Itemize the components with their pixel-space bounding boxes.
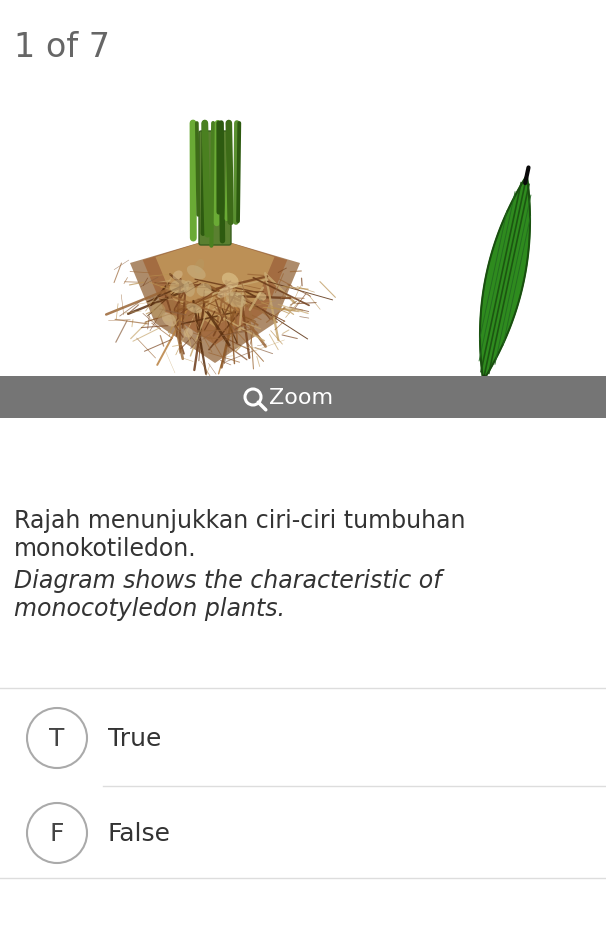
Ellipse shape bbox=[170, 280, 189, 294]
Ellipse shape bbox=[152, 303, 165, 319]
Polygon shape bbox=[130, 238, 300, 364]
Ellipse shape bbox=[187, 265, 205, 280]
Ellipse shape bbox=[162, 313, 176, 327]
Text: monocotyledon plants.: monocotyledon plants. bbox=[14, 597, 285, 620]
Circle shape bbox=[27, 708, 87, 768]
Ellipse shape bbox=[226, 292, 246, 308]
Polygon shape bbox=[480, 176, 530, 381]
Text: True: True bbox=[108, 727, 161, 750]
Circle shape bbox=[27, 803, 87, 863]
Ellipse shape bbox=[222, 273, 239, 289]
Ellipse shape bbox=[164, 316, 177, 322]
Ellipse shape bbox=[197, 284, 211, 297]
Text: F: F bbox=[50, 821, 64, 845]
Bar bbox=[0, 377, 606, 419]
Ellipse shape bbox=[187, 303, 202, 314]
Text: Diagram shows the characteristic of: Diagram shows the characteristic of bbox=[14, 568, 442, 592]
Text: Rajah menunjukkan ciri-ciri tumbuhan: Rajah menunjukkan ciri-ciri tumbuhan bbox=[14, 509, 465, 533]
Text: False: False bbox=[108, 821, 171, 845]
Polygon shape bbox=[156, 238, 275, 328]
FancyBboxPatch shape bbox=[199, 132, 231, 246]
Text: monokotiledon.: monokotiledon. bbox=[14, 536, 196, 561]
Ellipse shape bbox=[173, 271, 182, 280]
Ellipse shape bbox=[184, 329, 193, 338]
Text: T: T bbox=[49, 727, 65, 750]
Text: 1 of 7: 1 of 7 bbox=[14, 31, 110, 64]
Ellipse shape bbox=[195, 260, 204, 274]
Ellipse shape bbox=[257, 293, 267, 302]
Ellipse shape bbox=[218, 286, 233, 299]
Text: Zoom: Zoom bbox=[269, 388, 333, 407]
Polygon shape bbox=[143, 238, 287, 345]
Ellipse shape bbox=[184, 281, 195, 298]
